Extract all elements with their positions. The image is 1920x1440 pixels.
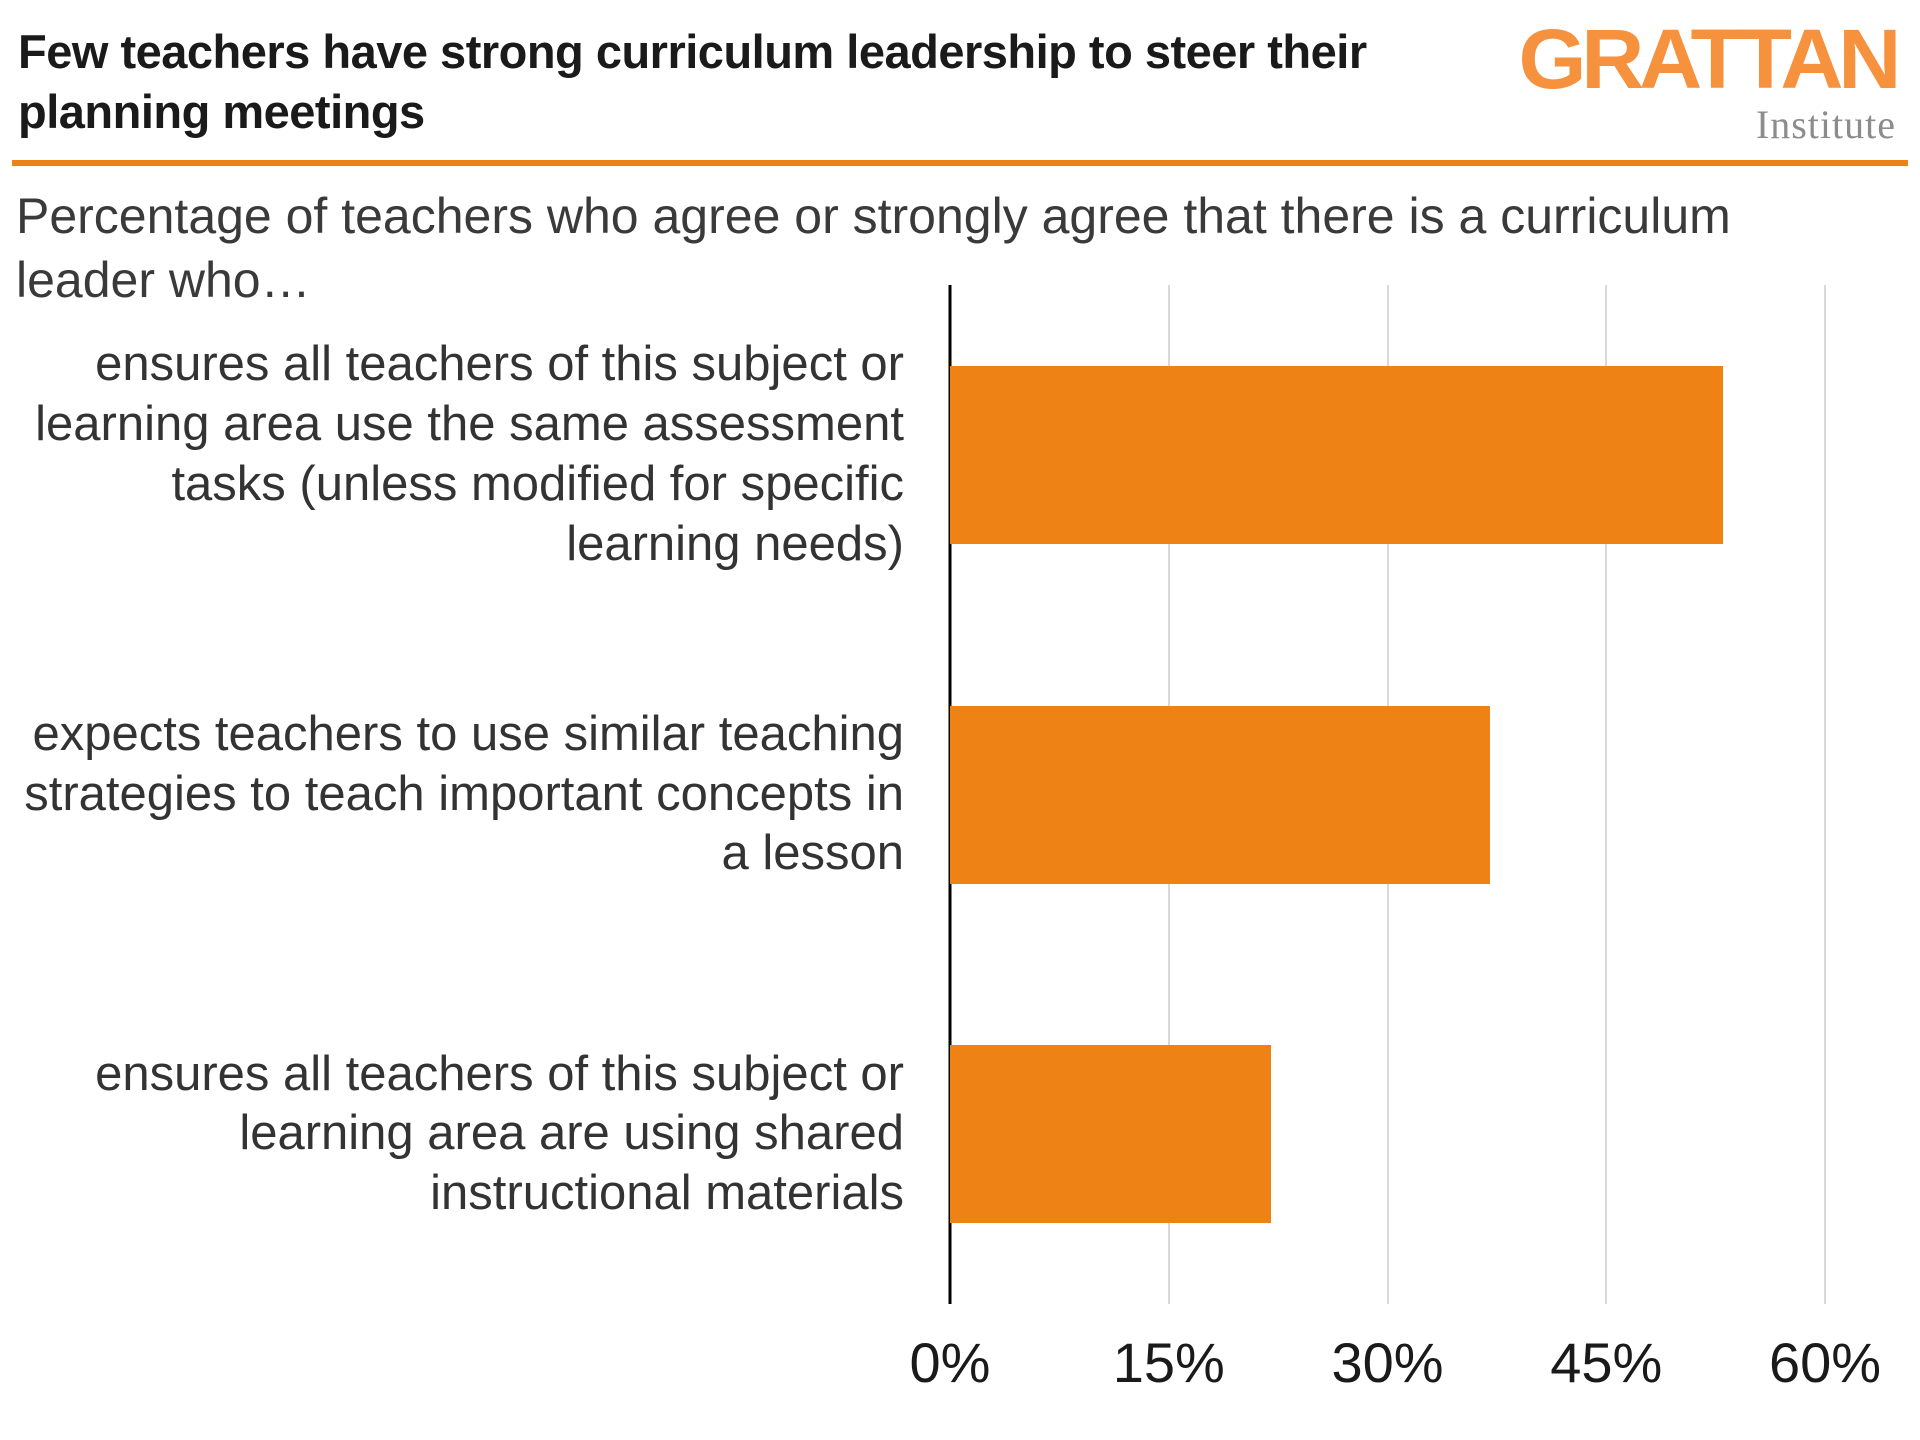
chart-title: Few teachers have strong curriculum lead…: [18, 25, 1367, 139]
bar-track: [950, 705, 1825, 884]
x-axis-tick-label: 60%: [1768, 1331, 1882, 1394]
category-label: ensures all teachers of this subject or …: [95, 1046, 904, 1221]
bar: [950, 365, 1723, 544]
grattan-logo: GRATTAN Institute: [1518, 17, 1902, 148]
bar: [950, 705, 1490, 884]
x-axis-tick-label: 45%: [1550, 1331, 1663, 1394]
chart-subtitle: Percentage of teachers who agree or stro…: [16, 188, 1731, 309]
gridline-45: [1605, 285, 1608, 1304]
x-axis-tick-label: 0%: [909, 1331, 991, 1394]
bar-row: expects teachers to use similar teaching…: [0, 625, 1920, 965]
category-label: expects teachers to use similar teaching…: [24, 706, 904, 881]
bar-row: ensures all teachers of this subject or …: [0, 285, 1920, 625]
bar-track: [950, 1045, 1825, 1224]
grattan-logo-wordmark: GRATTAN: [1518, 12, 1901, 106]
category-label: ensures all teachers of this subject or …: [35, 337, 904, 571]
header: Few teachers have strong curriculum lead…: [0, 0, 1920, 148]
bar-track: [950, 365, 1825, 544]
gridline-60: [1824, 285, 1826, 1304]
x-axis-tick-label: 30%: [1331, 1331, 1444, 1394]
x-axis-tick-label: 15%: [1112, 1331, 1225, 1394]
bar-chart: ensures all teachers of this subject or …: [0, 285, 1920, 1304]
grattan-logo-institute: Institute: [1755, 102, 1896, 148]
orange-rule: [12, 160, 1908, 167]
bar-rows: ensures all teachers of this subject or …: [0, 285, 1920, 1304]
bar-row: ensures all teachers of this subject or …: [0, 964, 1920, 1304]
x-axis-tick-labels: 0% 15% 30% 45% 60%: [910, 1330, 1882, 1410]
bar: [950, 1045, 1271, 1224]
